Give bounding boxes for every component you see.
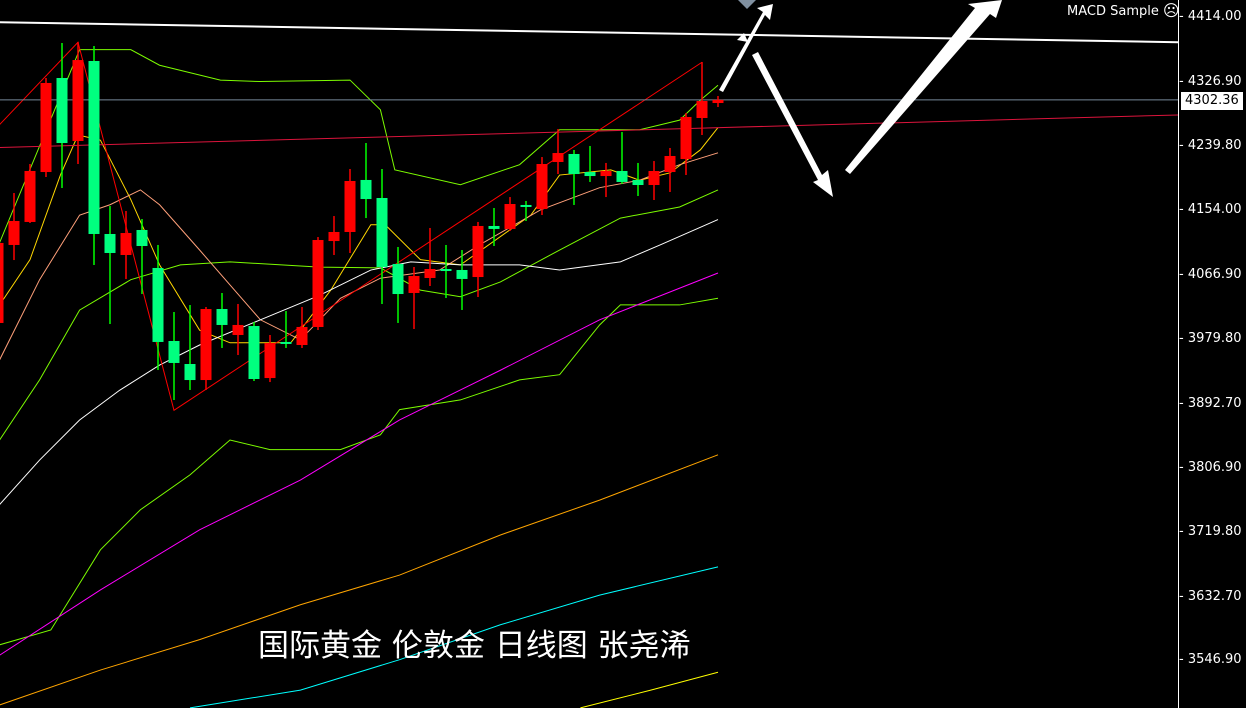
- y-tick-label: - 4414.00: [1179, 8, 1242, 24]
- trendline-0: [0, 21, 1178, 44]
- y-tick-label: - 4239.80: [1179, 138, 1242, 154]
- candle-bearish: [440, 269, 452, 272]
- candle-bearish: [520, 204, 532, 207]
- candle-bullish: [120, 233, 132, 255]
- candle-bearish: [392, 263, 404, 295]
- expert-advisor-name: MACD Sample: [1067, 3, 1159, 19]
- arrow-tip-small: [737, 33, 748, 42]
- candle-bullish: [552, 153, 564, 163]
- y-tick-label: - 4154.00: [1179, 201, 1242, 217]
- price-chart[interactable]: [0, 0, 1178, 708]
- candle-bullish: [24, 170, 36, 222]
- expert-advisor-label: MACD Sample ☹: [1067, 3, 1180, 19]
- candle-bearish: [168, 341, 180, 363]
- candle-bearish: [584, 172, 596, 177]
- candle-bearish: [56, 77, 68, 144]
- candle-bearish: [376, 197, 388, 268]
- candle-bullish: [344, 181, 356, 232]
- y-tick-label: - 3806.90: [1179, 459, 1242, 475]
- candle-bullish: [536, 164, 548, 209]
- y-tick-label: - 3546.90: [1179, 652, 1242, 668]
- y-tick-label: - 4326.90: [1179, 73, 1242, 89]
- y-tick-label: - 3892.70: [1179, 395, 1242, 411]
- current-price-label: 4302.36: [1181, 92, 1243, 110]
- candle-bullish: [312, 240, 324, 327]
- candle-bullish: [424, 269, 436, 278]
- candle-bearish: [360, 179, 372, 200]
- arrow-up-right: [845, 0, 1002, 174]
- candle-bearish: [568, 153, 580, 175]
- candle-bullish: [696, 101, 708, 118]
- candle-bearish: [104, 233, 116, 253]
- chart-caption: 国际黄金 伦敦金 日线图 张尧浠: [258, 628, 691, 664]
- candle-bearish: [152, 267, 164, 342]
- indicator-line-7: [0, 454, 719, 706]
- candle-bearish: [616, 170, 628, 182]
- y-tick-label: - 3632.70: [1179, 588, 1242, 604]
- candle-bearish: [184, 364, 196, 381]
- trendline-1: [0, 114, 1178, 149]
- candle-bearish: [632, 179, 644, 186]
- candle-bullish: [8, 221, 20, 245]
- candle-bullish: [472, 225, 484, 278]
- indicator-line-0: [0, 49, 719, 243]
- candle-bullish: [40, 82, 52, 173]
- candle-bearish: [456, 269, 468, 279]
- candle-bullish: [408, 275, 420, 293]
- candle-bullish: [264, 343, 276, 379]
- y-tick-label: - 3719.80: [1179, 524, 1242, 540]
- candle-bullish: [328, 231, 340, 242]
- candle-bullish: [504, 204, 516, 229]
- candle-bearish: [280, 341, 292, 344]
- sad-face-icon: ☹: [1162, 1, 1180, 20]
- indicator-line-5: [0, 219, 719, 505]
- candle-bullish: [664, 155, 676, 173]
- arrow-up-small: [719, 4, 773, 92]
- candle-bullish: [0, 242, 4, 323]
- y-tick-label: - 3979.80: [1179, 331, 1242, 347]
- candle-bullish: [200, 309, 212, 381]
- candle-bearish: [216, 309, 228, 325]
- candle-bullish: [712, 99, 724, 104]
- candle-bearish: [88, 61, 100, 234]
- y-tick-label: - 4066.90: [1179, 266, 1242, 282]
- arrow-down-right: [752, 52, 833, 197]
- candle-bullish: [296, 326, 308, 346]
- indicator-line-9: [580, 671, 719, 708]
- candle-bullish: [600, 170, 612, 177]
- indicator-line-6: [0, 272, 719, 656]
- candle-bearish: [136, 229, 148, 247]
- indicator-line-4: [0, 152, 719, 361]
- candle-bullish: [680, 116, 692, 160]
- candle-bearish: [248, 326, 260, 379]
- indicator-line-8: [189, 566, 719, 708]
- candle-bullish: [232, 324, 244, 335]
- candle-bullish: [648, 170, 660, 186]
- price-axis-divider: [1178, 0, 1179, 708]
- arrow-marker: [738, 0, 756, 9]
- candle-bearish: [488, 225, 500, 229]
- candle-bullish: [72, 60, 84, 142]
- indicator-line-2: [0, 297, 719, 646]
